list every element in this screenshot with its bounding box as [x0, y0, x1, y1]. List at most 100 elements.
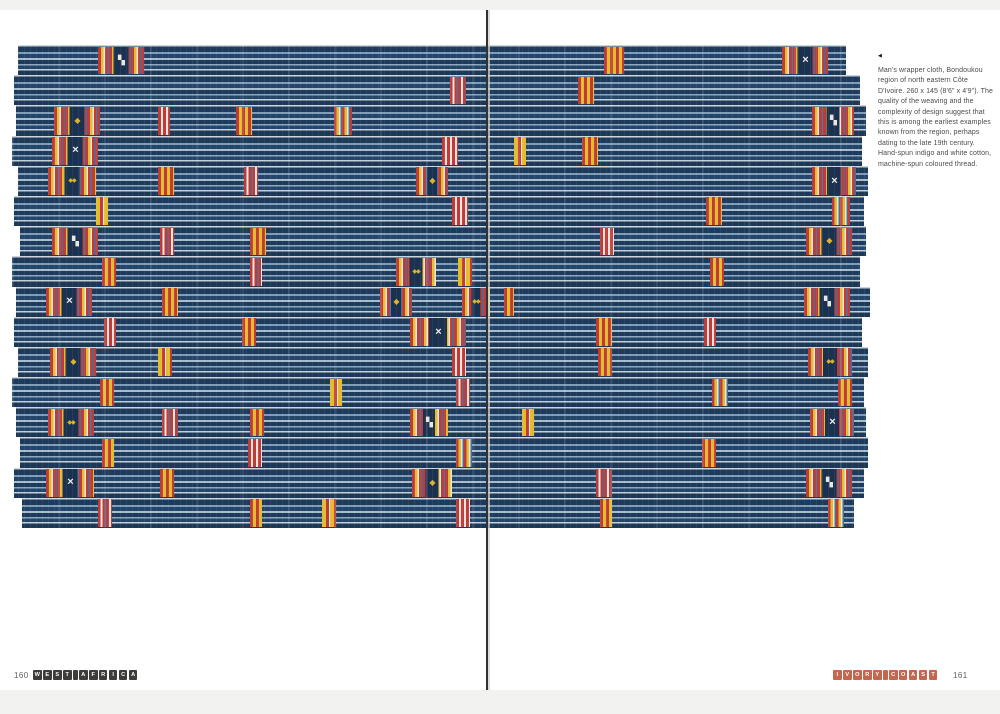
textile-motif: × — [435, 325, 442, 338]
textile-block-fancy: ◆ — [380, 288, 412, 316]
caption-block: ◀ Man's wrapper cloth, Bondoukou region … — [878, 53, 994, 170]
textile-block-fancy: ◆◆ — [48, 167, 96, 195]
textile-motif: ◆◆ — [472, 298, 480, 305]
textile-block-bars — [102, 257, 116, 286]
textile-block-bars — [248, 438, 262, 467]
textile-block-bars — [330, 378, 342, 407]
letter-tile: A — [78, 670, 88, 680]
textile-block-fancy: ▚ — [98, 46, 144, 75]
textile-block-fancy: ◆◆ — [48, 408, 94, 437]
textile-block-bars — [832, 197, 850, 226]
textile-block-bars — [712, 378, 728, 407]
textile-motif: ◆ — [74, 115, 80, 125]
textile-block-fancy: × — [810, 408, 854, 437]
letter-tile: R — [862, 670, 872, 680]
textile-block-fancy: ◆◆ — [808, 348, 852, 377]
letter-tile: F — [88, 670, 98, 680]
textile-block-fancy: × — [46, 288, 92, 316]
textile-block-fancy: ◆ — [416, 167, 448, 195]
textile-block-bars — [242, 318, 256, 346]
textile-block-bars — [100, 378, 114, 407]
textile-motif: × — [67, 476, 74, 489]
textile-motif: × — [66, 295, 73, 308]
textile-strip — [14, 195, 864, 227]
textile-block-bars — [600, 227, 614, 256]
letter-tile: I — [833, 670, 842, 680]
textile-block-fancy: ◆ — [806, 227, 852, 256]
textile-block-fancy: ◆ — [412, 469, 452, 497]
textile-block-bars — [522, 408, 534, 437]
textile-block-bars — [596, 469, 612, 497]
textile-block-bars — [250, 499, 262, 527]
letter-tile: S — [52, 670, 62, 680]
textile-motif: ◆◆ — [67, 419, 75, 426]
letter-tile: C — [888, 670, 898, 680]
textile-motif: ◆ — [393, 296, 399, 306]
letter-tile: V — [842, 670, 852, 680]
letter-tile: I — [108, 670, 118, 680]
textile-strip — [12, 377, 864, 408]
textile-motif: × — [72, 144, 79, 157]
page-number-right: 161 — [953, 671, 968, 680]
textile-block-bars — [456, 438, 472, 467]
textile-block-bars — [514, 137, 526, 165]
letter-tile: T — [62, 670, 72, 680]
textile-block-bars — [456, 378, 470, 407]
textile-motif: ▚ — [72, 235, 79, 246]
textile-block-fancy: ◆◆ — [396, 257, 436, 286]
textile-strip — [22, 497, 854, 528]
textile-motif: ◆◆ — [68, 178, 76, 185]
textile-block-bars — [598, 348, 612, 377]
textile-motif: ◆◆ — [826, 359, 834, 366]
textile-block-bars — [458, 257, 472, 286]
textile-motif: ▚ — [824, 296, 831, 307]
textile-block-bars — [104, 318, 116, 346]
textile-block-bars — [452, 197, 468, 226]
textile-block-bars — [158, 106, 170, 135]
textile-block-bars — [334, 106, 352, 135]
letter-tile-spacer — [882, 670, 888, 680]
textile-motif: ◆ — [826, 236, 832, 246]
textile-block-bars — [450, 76, 466, 105]
page-gutter-line — [486, 10, 488, 690]
letter-tile: R — [98, 670, 108, 680]
textile-block-bars — [250, 257, 262, 286]
textile-block-fancy: × — [410, 318, 466, 346]
textile-block-fancy: ▚ — [410, 408, 448, 437]
textile-strip: ◆◆ — [12, 256, 860, 287]
textile-strip: × ◆ ▚ — [14, 467, 864, 498]
textile-motif: × — [802, 53, 809, 66]
textile-strip: ◆ ◆◆ — [18, 346, 868, 378]
textile-motif: ◆ — [429, 477, 435, 487]
textile-strip: × — [12, 135, 862, 166]
textile-block-bars — [250, 227, 266, 256]
textile-block-fancy: ▚ — [806, 469, 852, 497]
textile-block-fancy: × — [812, 167, 856, 195]
textile-block-bars — [236, 106, 252, 135]
letter-tile: A — [128, 670, 138, 680]
textile-photo: ▚ × ◆ ▚ × ◆◆ ◆ × ▚ ◆ ◆◆ × ◆ ◆◆ ▚ × ◆ ◆◆ ◆◆ ▚ × × ◆ ▚ — [12, 45, 870, 531]
letter-tile: S — [918, 670, 928, 680]
textile-block-bars — [604, 46, 624, 75]
textile-block-fancy: ◆ — [54, 106, 100, 135]
textile-strip — [14, 75, 860, 106]
textile-block-bars — [244, 167, 258, 195]
textile-strip: ◆◆ ◆ × — [18, 165, 868, 196]
textile-motif: ▚ — [826, 477, 833, 488]
book-page-spread: ▚ × ◆ ▚ × ◆◆ ◆ × ▚ ◆ ◆◆ × ◆ ◆◆ ▚ × ◆ ◆◆ ◆◆ ▚ × × ◆ ▚ ◀ Man's wr… — [0, 10, 1000, 690]
letter-tile: C — [118, 670, 128, 680]
textile-block-fancy: ◆ — [50, 348, 96, 377]
caption-arrow-icon: ◀ — [878, 53, 882, 59]
textile-block-bars — [456, 499, 470, 527]
textile-motif: ▚ — [830, 115, 837, 126]
textile-block-bars — [98, 499, 112, 527]
textile-motif: × — [829, 416, 836, 429]
textile-block-bars — [452, 348, 466, 377]
textile-block-bars — [704, 318, 716, 346]
page-number-left: 160 — [14, 671, 29, 680]
letter-tile: W — [33, 670, 42, 680]
letter-tile: O — [898, 670, 908, 680]
textile-block-bars — [162, 288, 178, 316]
textile-block-bars — [162, 408, 178, 437]
